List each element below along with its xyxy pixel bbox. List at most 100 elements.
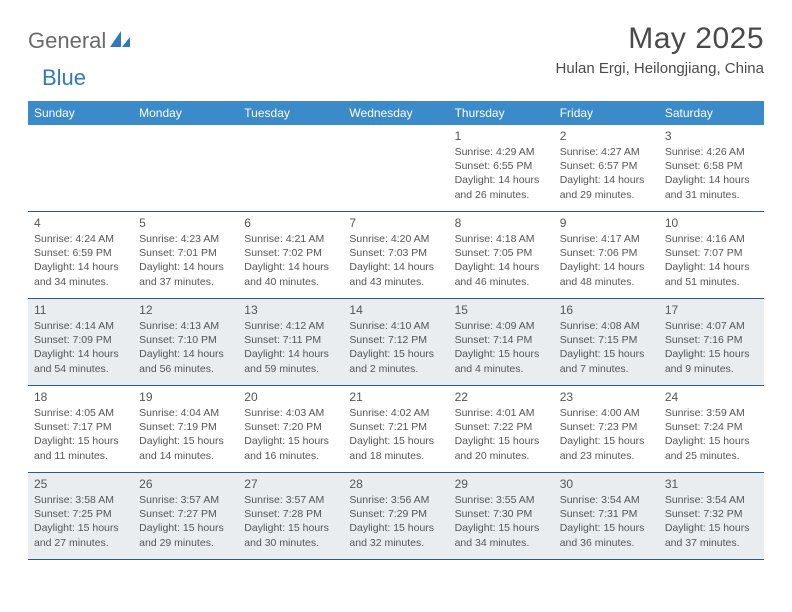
- sunset-text: Sunset: 7:22 PM: [455, 420, 548, 434]
- day-info: Sunrise: 4:04 AMSunset: 7:19 PMDaylight:…: [139, 406, 232, 463]
- daylight-line2: and 18 minutes.: [349, 449, 442, 463]
- daylight-line1: Daylight: 15 hours: [560, 521, 653, 535]
- day-cell: 19 Sunrise: 4:04 AMSunset: 7:19 PMDayligh…: [133, 386, 238, 472]
- day-cell: 23Sunrise: 4:00 AMSunset: 7:23 PMDayligh…: [554, 386, 659, 472]
- daylight-line2: and 29 minutes.: [560, 188, 653, 202]
- day-cell: 4 Sunrise: 4:24 AMSunset: 6:59 PMDaylight…: [28, 212, 133, 298]
- day-number: 24: [665, 390, 758, 404]
- sunrise-text: Sunrise: 4:29 AM: [455, 145, 548, 159]
- day-number: 12: [139, 303, 232, 317]
- day-number: 17: [665, 303, 758, 317]
- sunset-text: Sunset: 7:20 PM: [244, 420, 337, 434]
- day-cell: [238, 125, 343, 211]
- daylight-line2: and 9 minutes.: [665, 362, 758, 376]
- sunset-text: Sunset: 7:25 PM: [34, 507, 127, 521]
- sunrise-text: Sunrise: 3:54 AM: [665, 493, 758, 507]
- day-number: 6: [244, 216, 337, 230]
- sunrise-text: Sunrise: 3:59 AM: [665, 406, 758, 420]
- sunset-text: Sunset: 7:30 PM: [455, 507, 548, 521]
- day-cell: 11Sunrise: 4:14 AMSunset: 7:09 PMDayligh…: [28, 299, 133, 385]
- day-cell: 26Sunrise: 3:57 AMSunset: 7:27 PMDayligh…: [133, 473, 238, 559]
- day-cell: 1Sunrise: 4:29 AMSunset: 6:55 PMDaylight…: [449, 125, 554, 211]
- day-cell: 13Sunrise: 4:12 AMSunset: 7:11 PMDayligh…: [238, 299, 343, 385]
- sunrise-text: Sunrise: 4:23 AM: [139, 232, 232, 246]
- daylight-line1: Daylight: 15 hours: [34, 521, 127, 535]
- sunrise-text: Sunrise: 4:16 AM: [665, 232, 758, 246]
- day-cell: [28, 125, 133, 211]
- sunset-text: Sunset: 7:29 PM: [349, 507, 442, 521]
- daylight-line2: and 26 minutes.: [455, 188, 548, 202]
- daylight-line2: and 14 minutes.: [139, 449, 232, 463]
- daylight-line1: Daylight: 14 hours: [560, 260, 653, 274]
- day-info: Sunrise: 4:17 AMSunset: 7:06 PMDaylight:…: [560, 232, 653, 289]
- sunrise-text: Sunrise: 4:20 AM: [349, 232, 442, 246]
- day-info: Sunrise: 4:23 AMSunset: 7:01 PMDaylight:…: [139, 232, 232, 289]
- day-cell: 9Sunrise: 4:17 AMSunset: 7:06 PMDaylight…: [554, 212, 659, 298]
- day-info: Sunrise: 4:08 AMSunset: 7:15 PMDaylight:…: [560, 319, 653, 376]
- day-number: 23: [560, 390, 653, 404]
- day-number: 4: [34, 216, 127, 230]
- sunset-text: Sunset: 7:23 PM: [560, 420, 653, 434]
- sunset-text: Sunset: 7:07 PM: [665, 246, 758, 260]
- sunset-text: Sunset: 7:11 PM: [244, 333, 337, 347]
- sunrise-text: Sunrise: 4:09 AM: [455, 319, 548, 333]
- weekday-tuesday: Tuesday: [238, 101, 343, 125]
- sunrise-text: Sunrise: 4:12 AM: [244, 319, 337, 333]
- daylight-line2: and 29 minutes.: [139, 536, 232, 550]
- day-info: Sunrise: 4:12 AMSunset: 7:11 PMDaylight:…: [244, 319, 337, 376]
- daylight-line2: and 59 minutes.: [244, 362, 337, 376]
- day-cell: 15Sunrise: 4:09 AMSunset: 7:14 PMDayligh…: [449, 299, 554, 385]
- daylight-line1: Daylight: 15 hours: [455, 521, 548, 535]
- daylight-line2: and 36 minutes.: [560, 536, 653, 550]
- day-number: 19: [139, 390, 232, 404]
- day-number: 10: [665, 216, 758, 230]
- sunrise-text: Sunrise: 4:13 AM: [139, 319, 232, 333]
- day-cell: 16 Sunrise: 4:08 AMSunset: 7:15 PMDayligh…: [554, 299, 659, 385]
- daylight-line1: Daylight: 15 hours: [455, 434, 548, 448]
- daylight-line2: and 7 minutes.: [560, 362, 653, 376]
- day-info: Sunrise: 3:55 AMSunset: 7:30 PMDaylight:…: [455, 493, 548, 550]
- day-number: 26: [139, 477, 232, 491]
- daylight-line2: and 20 minutes.: [455, 449, 548, 463]
- day-info: Sunrise: 4:16 AMSunset: 7:07 PMDaylight:…: [665, 232, 758, 289]
- sunrise-text: Sunrise: 4:04 AM: [139, 406, 232, 420]
- day-number: 16: [560, 303, 653, 317]
- day-info: Sunrise: 4:05 AMSunset: 7:17 PMDaylight:…: [34, 406, 127, 463]
- day-number: 22: [455, 390, 548, 404]
- weeks-container: 1Sunrise: 4:29 AMSunset: 6:55 PMDaylight…: [28, 125, 764, 560]
- sunset-text: Sunset: 7:19 PM: [139, 420, 232, 434]
- daylight-line1: Daylight: 15 hours: [244, 521, 337, 535]
- sunset-text: Sunset: 7:28 PM: [244, 507, 337, 521]
- daylight-line2: and 23 minutes.: [560, 449, 653, 463]
- day-info: Sunrise: 4:26 AMSunset: 6:58 PMDaylight:…: [665, 145, 758, 202]
- daylight-line2: and 56 minutes.: [139, 362, 232, 376]
- logo-sail-icon: [110, 29, 132, 54]
- day-cell: 27Sunrise: 3:57 AMSunset: 7:28 PMDayligh…: [238, 473, 343, 559]
- day-number: 27: [244, 477, 337, 491]
- day-cell: 3 Sunrise: 4:26 AMSunset: 6:58 PMDaylight…: [659, 125, 764, 211]
- day-number: 3: [665, 129, 758, 143]
- weekday-monday: Monday: [133, 101, 238, 125]
- day-cell: 22Sunrise: 4:01 AMSunset: 7:22 PMDayligh…: [449, 386, 554, 472]
- daylight-line1: Daylight: 14 hours: [455, 173, 548, 187]
- daylight-line2: and 37 minutes.: [139, 275, 232, 289]
- day-cell: 30Sunrise: 3:54 AMSunset: 7:31 PMDayligh…: [554, 473, 659, 559]
- logo-text-blue: Blue: [42, 65, 86, 91]
- sunset-text: Sunset: 7:21 PM: [349, 420, 442, 434]
- sunset-text: Sunset: 7:10 PM: [139, 333, 232, 347]
- sunrise-text: Sunrise: 4:17 AM: [560, 232, 653, 246]
- week-row: 11Sunrise: 4:14 AMSunset: 7:09 PMDayligh…: [28, 299, 764, 386]
- sunrise-text: Sunrise: 4:10 AM: [349, 319, 442, 333]
- daylight-line1: Daylight: 14 hours: [139, 347, 232, 361]
- day-info: Sunrise: 4:24 AMSunset: 6:59 PMDaylight:…: [34, 232, 127, 289]
- daylight-line1: Daylight: 14 hours: [560, 173, 653, 187]
- weekday-friday: Friday: [554, 101, 659, 125]
- daylight-line2: and 34 minutes.: [34, 275, 127, 289]
- sunset-text: Sunset: 6:58 PM: [665, 159, 758, 173]
- day-number: 31: [665, 477, 758, 491]
- daylight-line2: and 37 minutes.: [665, 536, 758, 550]
- day-info: Sunrise: 4:20 AMSunset: 7:03 PMDaylight:…: [349, 232, 442, 289]
- day-cell: 25Sunrise: 3:58 AMSunset: 7:25 PMDayligh…: [28, 473, 133, 559]
- day-cell: [133, 125, 238, 211]
- day-cell: 10 Sunrise: 4:16 AMSunset: 7:07 PMDayligh…: [659, 212, 764, 298]
